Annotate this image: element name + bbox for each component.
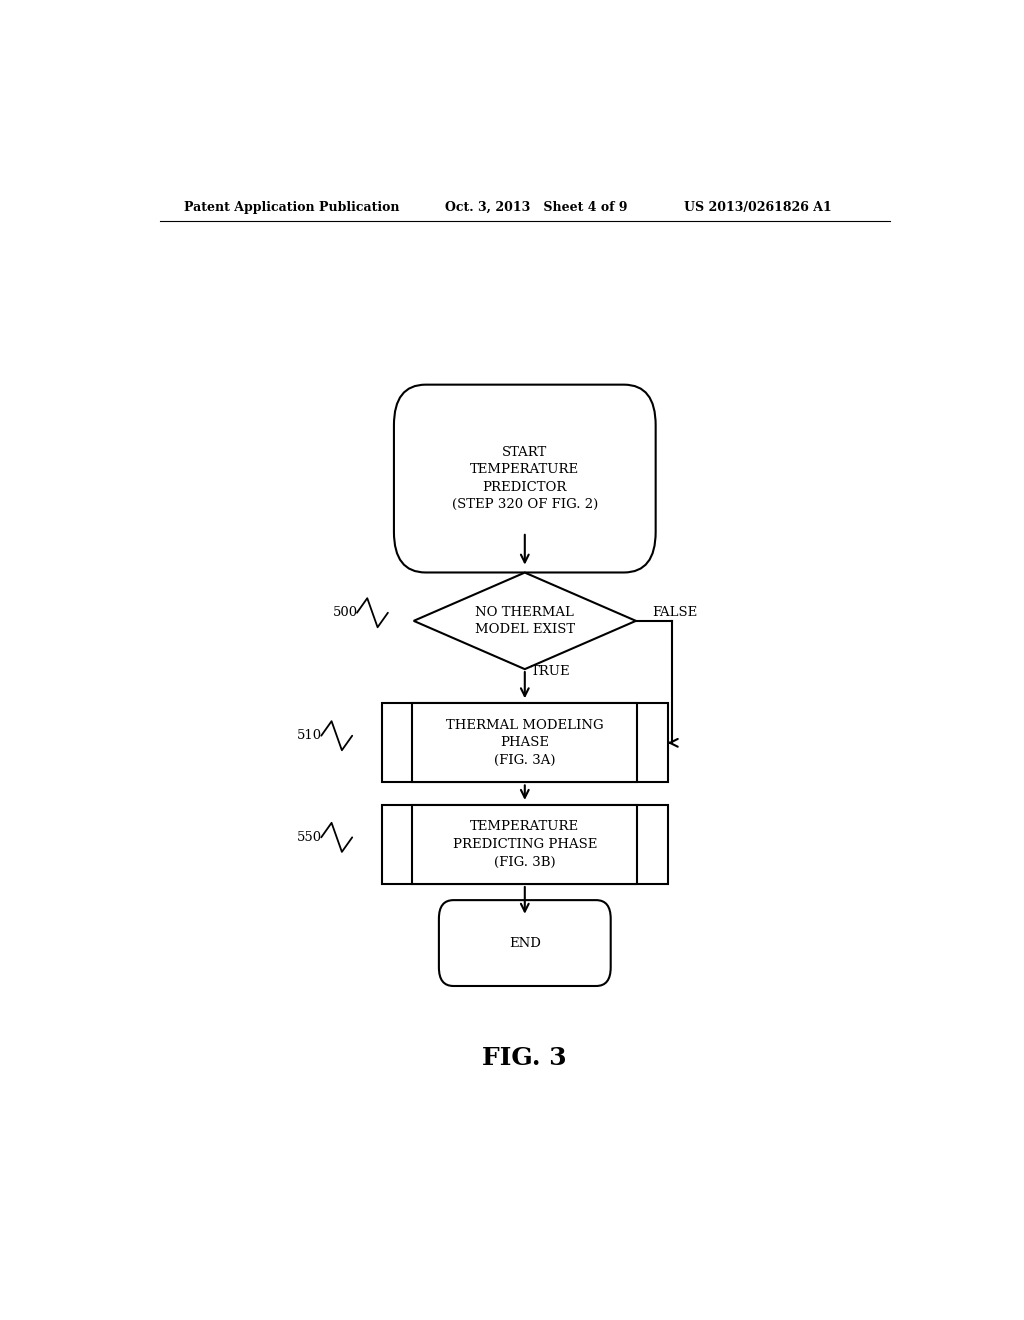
Text: FIG. 3: FIG. 3	[482, 1045, 567, 1071]
Bar	[382, 704, 668, 783]
Text: FALSE: FALSE	[652, 606, 697, 619]
Text: Oct. 3, 2013   Sheet 4 of 9: Oct. 3, 2013 Sheet 4 of 9	[445, 201, 628, 214]
FancyBboxPatch shape	[394, 384, 655, 573]
Text: 500: 500	[333, 606, 358, 619]
Polygon shape	[414, 573, 636, 669]
Text: 510: 510	[297, 729, 323, 742]
Text: THERMAL MODELING
PHASE
(FIG. 3A): THERMAL MODELING PHASE (FIG. 3A)	[446, 719, 603, 767]
Text: TEMPERATURE
PREDICTING PHASE
(FIG. 3B): TEMPERATURE PREDICTING PHASE (FIG. 3B)	[453, 821, 597, 869]
Text: END: END	[509, 937, 541, 949]
Text: NO THERMAL
MODEL EXIST: NO THERMAL MODEL EXIST	[475, 606, 574, 636]
FancyBboxPatch shape	[439, 900, 610, 986]
Text: 550: 550	[297, 830, 323, 843]
Bar	[382, 805, 668, 884]
Text: TRUE: TRUE	[531, 665, 570, 678]
Bar	[412, 805, 638, 884]
Text: Patent Application Publication: Patent Application Publication	[183, 201, 399, 214]
Bar	[412, 704, 638, 783]
Text: START
TEMPERATURE
PREDICTOR
(STEP 320 OF FIG. 2): START TEMPERATURE PREDICTOR (STEP 320 OF…	[452, 446, 598, 511]
Text: US 2013/0261826 A1: US 2013/0261826 A1	[684, 201, 831, 214]
